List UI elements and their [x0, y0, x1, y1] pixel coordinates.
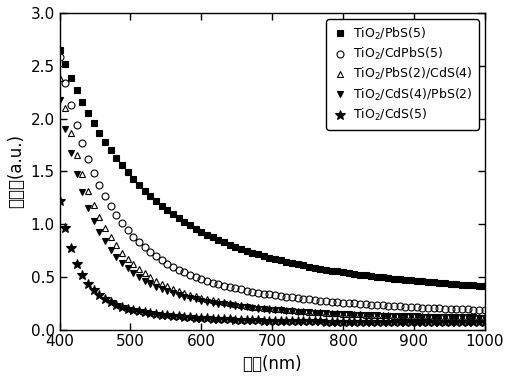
Line: TiO$_2$/CdPbS(5): TiO$_2$/CdPbS(5) [56, 54, 489, 313]
TiO$_2$/PbS(5) [453, 282, 459, 287]
TiO$_2$/PbS(5) [396, 277, 402, 282]
TiO$_2$/PbS(2)/CdS(4) [468, 315, 474, 320]
Legend: TiO$_2$/PbS(5), TiO$_2$/CdPbS(5), TiO$_2$/PbS(2)/CdS(4), TiO$_2$/CdS(4)/PbS(2), : TiO$_2$/PbS(5), TiO$_2$/CdPbS(5), TiO$_2… [327, 19, 479, 130]
TiO$_2$/CdS(4)/PbS(2) [57, 97, 63, 102]
TiO$_2$/PbS(2)/CdS(4) [482, 315, 488, 320]
TiO$_2$/CdPbS(5) [453, 307, 459, 311]
TiO$_2$/CdS(4)/PbS(2) [468, 315, 474, 320]
Line: TiO$_2$/CdS(4)/PbS(2): TiO$_2$/CdS(4)/PbS(2) [56, 96, 489, 321]
TiO$_2$/CdPbS(5) [468, 307, 474, 312]
TiO$_2$/CdPbS(5) [136, 240, 142, 245]
TiO$_2$/PbS(2)/CdS(4) [197, 295, 203, 299]
TiO$_2$/CdS(5) [482, 320, 488, 325]
Line: TiO$_2$/PbS(2)/CdS(4): TiO$_2$/PbS(2)/CdS(4) [56, 75, 489, 321]
TiO$_2$/CdS(4)/PbS(2) [136, 275, 142, 279]
TiO$_2$/CdPbS(5) [57, 55, 63, 60]
TiO$_2$/CdPbS(5) [197, 276, 203, 281]
TiO$_2$/CdS(4)/PbS(2) [453, 315, 459, 320]
Line: TiO$_2$/CdS(5): TiO$_2$/CdS(5) [55, 196, 490, 327]
TiO$_2$/CdS(5) [57, 199, 63, 203]
TiO$_2$/PbS(5) [482, 284, 488, 288]
TiO$_2$/CdPbS(5) [396, 304, 402, 309]
TiO$_2$/CdS(4)/PbS(2) [482, 315, 488, 320]
TiO$_2$/PbS(5) [197, 229, 203, 233]
TiO$_2$/PbS(2)/CdS(4) [396, 314, 402, 318]
Y-axis label: 吸光度(a.u.): 吸光度(a.u.) [7, 134, 25, 208]
TiO$_2$/PbS(5) [57, 48, 63, 52]
TiO$_2$/CdS(4)/PbS(2) [83, 202, 89, 206]
TiO$_2$/CdS(4)/PbS(2) [197, 298, 203, 302]
TiO$_2$/PbS(2)/CdS(4) [83, 184, 89, 189]
TiO$_2$/CdS(4)/PbS(2) [396, 314, 402, 318]
TiO$_2$/CdS(5) [468, 320, 474, 325]
TiO$_2$/CdS(5) [197, 316, 203, 320]
TiO$_2$/CdPbS(5) [482, 308, 488, 312]
TiO$_2$/CdS(5) [396, 320, 402, 324]
TiO$_2$/PbS(5) [83, 108, 89, 112]
TiO$_2$/CdS(5) [83, 279, 89, 284]
TiO$_2$/PbS(2)/CdS(4) [57, 76, 63, 81]
TiO$_2$/PbS(5) [136, 183, 142, 187]
TiO$_2$/PbS(2)/CdS(4) [136, 267, 142, 271]
Line: TiO$_2$/PbS(5): TiO$_2$/PbS(5) [57, 47, 487, 289]
X-axis label: 波长(nm): 波长(nm) [242, 355, 302, 373]
TiO$_2$/PbS(5) [468, 283, 474, 288]
TiO$_2$/CdS(5) [453, 320, 459, 325]
TiO$_2$/CdPbS(5) [83, 152, 89, 157]
TiO$_2$/PbS(2)/CdS(4) [453, 315, 459, 319]
TiO$_2$/CdS(5) [136, 309, 142, 314]
